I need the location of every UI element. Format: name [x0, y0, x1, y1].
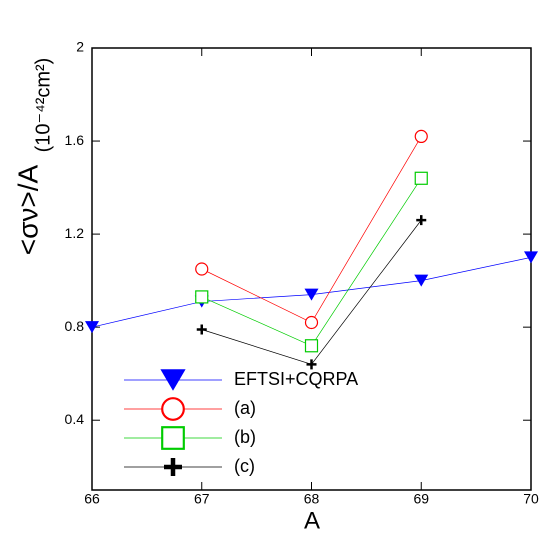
- marker: [161, 397, 185, 421]
- marker: [304, 339, 319, 353]
- marker: [414, 171, 428, 185]
- y-tick-label: 1.6: [65, 132, 85, 148]
- marker: [85, 321, 99, 334]
- x-tick-label: 66: [84, 491, 100, 507]
- x-axis-label: A: [304, 507, 320, 534]
- x-tick-label: 68: [304, 491, 320, 507]
- y-tick-label: 1.2: [65, 225, 85, 241]
- y-axis-label: <σν>/A: [12, 164, 43, 255]
- marker: [195, 262, 209, 276]
- y-axis-label-group: <σν>/A (10⁻⁴²cm²): [12, 58, 54, 256]
- marker: [414, 274, 429, 287]
- legend-label: EFTSI+CQRPA: [234, 369, 358, 389]
- marker: [414, 129, 428, 143]
- marker: [196, 324, 207, 335]
- marker: [304, 288, 319, 301]
- y-tick-label: 0.8: [65, 318, 85, 334]
- marker: [160, 369, 186, 391]
- legend-marker: [163, 458, 182, 477]
- x-tick-label: 67: [194, 491, 210, 507]
- x-tick-label: 69: [413, 491, 429, 507]
- x-tick-label: 70: [523, 491, 539, 507]
- y-tick-label: 0.4: [65, 411, 85, 427]
- y-tick-label: 2: [76, 39, 84, 55]
- legend-marker: [160, 369, 186, 391]
- legend-label: (b): [234, 427, 256, 447]
- y-axis-unit: (10⁻⁴²cm²): [32, 58, 54, 153]
- marker: [161, 426, 185, 450]
- plot-frame: [91, 47, 532, 491]
- marker: [416, 215, 427, 226]
- marker: [524, 251, 538, 264]
- marker: [306, 359, 317, 370]
- legend-marker: [161, 426, 185, 450]
- legend-label: (c): [234, 456, 255, 476]
- legend-marker: [161, 397, 185, 421]
- legend-label: (a): [234, 398, 256, 418]
- marker: [163, 458, 182, 477]
- marker: [304, 315, 319, 330]
- marker: [195, 290, 209, 304]
